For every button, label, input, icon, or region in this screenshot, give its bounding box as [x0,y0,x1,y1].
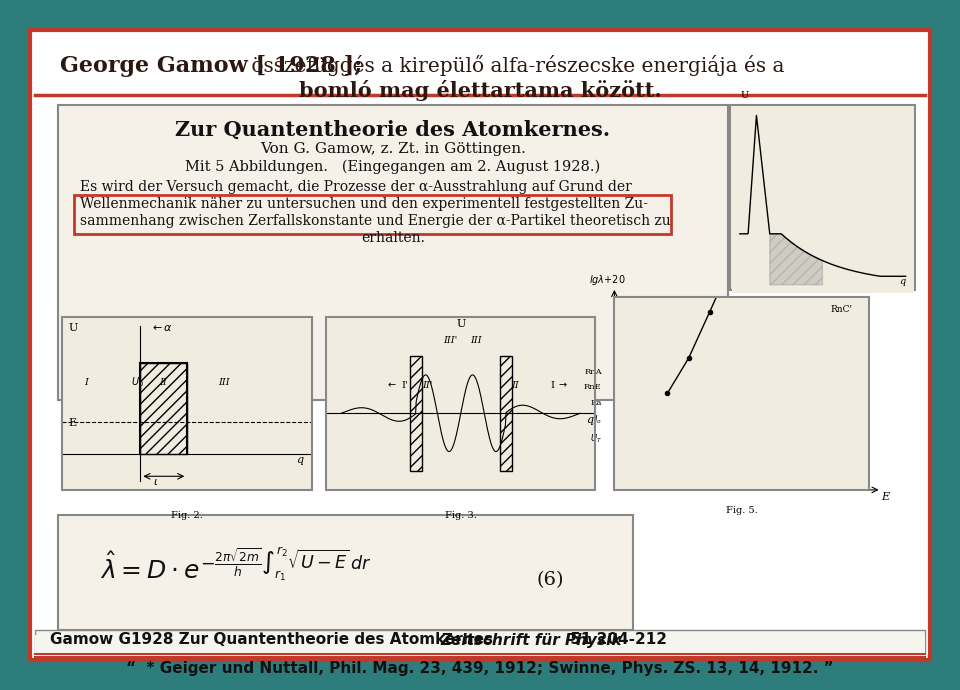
Bar [410,356,422,471]
FancyBboxPatch shape [35,630,925,652]
Text: $\leftarrow$ I': $\leftarrow$ I' [386,379,409,390]
Bar [140,363,187,453]
Text: (6): (6) [537,571,564,589]
Text: U: U [69,323,78,333]
Text: Ra: Ra [590,399,602,407]
Text: $lg\lambda{+}20$: $lg\lambda{+}20$ [588,273,626,287]
Text: “  * Geiger und Nuttall, Phil. Mag. 23, 439, 1912; Swinne, Phys. ZS. 13, 14, 191: “ * Geiger und Nuttall, Phil. Mag. 23, 4… [126,660,834,676]
Text: Wellenmechanik näher zu untersuchen und den experimentell festgestellten Zu-: Wellenmechanik näher zu untersuchen und … [80,197,648,211]
Text: U: U [456,319,466,329]
Text: RnC': RnC' [830,305,852,314]
Text: $\hat{\lambda} = D \cdot e^{-\frac{2\pi\sqrt{2m}}{h}\int_{r_1}^{r_2}\sqrt{U-E}\,: $\hat{\lambda} = D \cdot e^{-\frac{2\pi\… [100,546,372,584]
Text: III': III' [443,336,457,345]
Text: Von G. Gamow, z. Zt. in Göttingen.: Von G. Gamow, z. Zt. in Göttingen. [260,142,526,156]
Text: $U_T$: $U_T$ [589,433,602,445]
FancyBboxPatch shape [58,105,728,400]
Text: U: U [741,90,749,99]
Text: Fig. 3.: Fig. 3. [444,511,477,520]
Text: $\leftarrow \alpha$: $\leftarrow \alpha$ [150,323,173,333]
FancyBboxPatch shape [30,30,930,660]
Text: Mit 5 Abbildungen.   (Eingegangen am 2. August 1928.): Mit 5 Abbildungen. (Eingegangen am 2. Au… [185,160,601,175]
FancyBboxPatch shape [730,105,915,290]
Bar [499,356,512,471]
Text: bomló mag élettartama között.: bomló mag élettartama között. [299,80,661,101]
Text: q: q [900,277,905,286]
Text: $J_o$: $J_o$ [592,413,602,426]
Text: E: E [69,418,77,428]
Text: összefüggés a kirepülő alfa-részecske energiája és a: összefüggés a kirepülő alfa-részecske en… [245,55,784,76]
Text: q: q [587,415,593,425]
Text: Fig. 2.: Fig. 2. [171,511,204,520]
Text: Gamow G1928 Zur Quantentheorie des Atomkernes: Gamow G1928 Zur Quantentheorie des Atomk… [50,633,498,647]
Text: I: I [84,379,88,388]
Text: Zur Quantentheorie des Atomkernes.: Zur Quantentheorie des Atomkernes. [176,120,611,140]
Text: Zeitschrift für Physik: Zeitschrift für Physik [440,633,621,647]
Text: George Gamow [ 1928 ];: George Gamow [ 1928 ]; [60,55,362,77]
Text: $\iota$: $\iota$ [153,477,157,487]
Text: III: III [219,379,230,388]
Text: sammenhang zwischen Zerfallskonstante und Energie der α-Partikel theoretisch zu: sammenhang zwischen Zerfallskonstante un… [80,214,671,228]
Text: Fig. 4.: Fig. 4. [806,305,839,314]
FancyBboxPatch shape [58,515,633,630]
Text: erhalten.: erhalten. [361,231,425,245]
Text: Es wird der Versuch gemacht, die Prozesse der α-Ausstrahlung auf Grund der: Es wird der Versuch gemacht, die Prozess… [80,180,632,194]
FancyBboxPatch shape [35,635,925,657]
Text: III: III [469,336,481,345]
Text: RnE: RnE [584,384,602,391]
Text: RnA: RnA [584,368,602,376]
Text: II: II [159,379,167,388]
Text: II': II' [422,381,432,390]
Text: II: II [512,381,519,390]
Text: Fig. 5.: Fig. 5. [726,506,757,515]
Text: I $\rightarrow$: I $\rightarrow$ [550,379,569,390]
Text: $U_0$: $U_0$ [131,375,144,389]
Text: 51 204-212: 51 204-212 [565,633,667,647]
Text: E: E [881,491,890,502]
Text: q: q [297,455,303,464]
